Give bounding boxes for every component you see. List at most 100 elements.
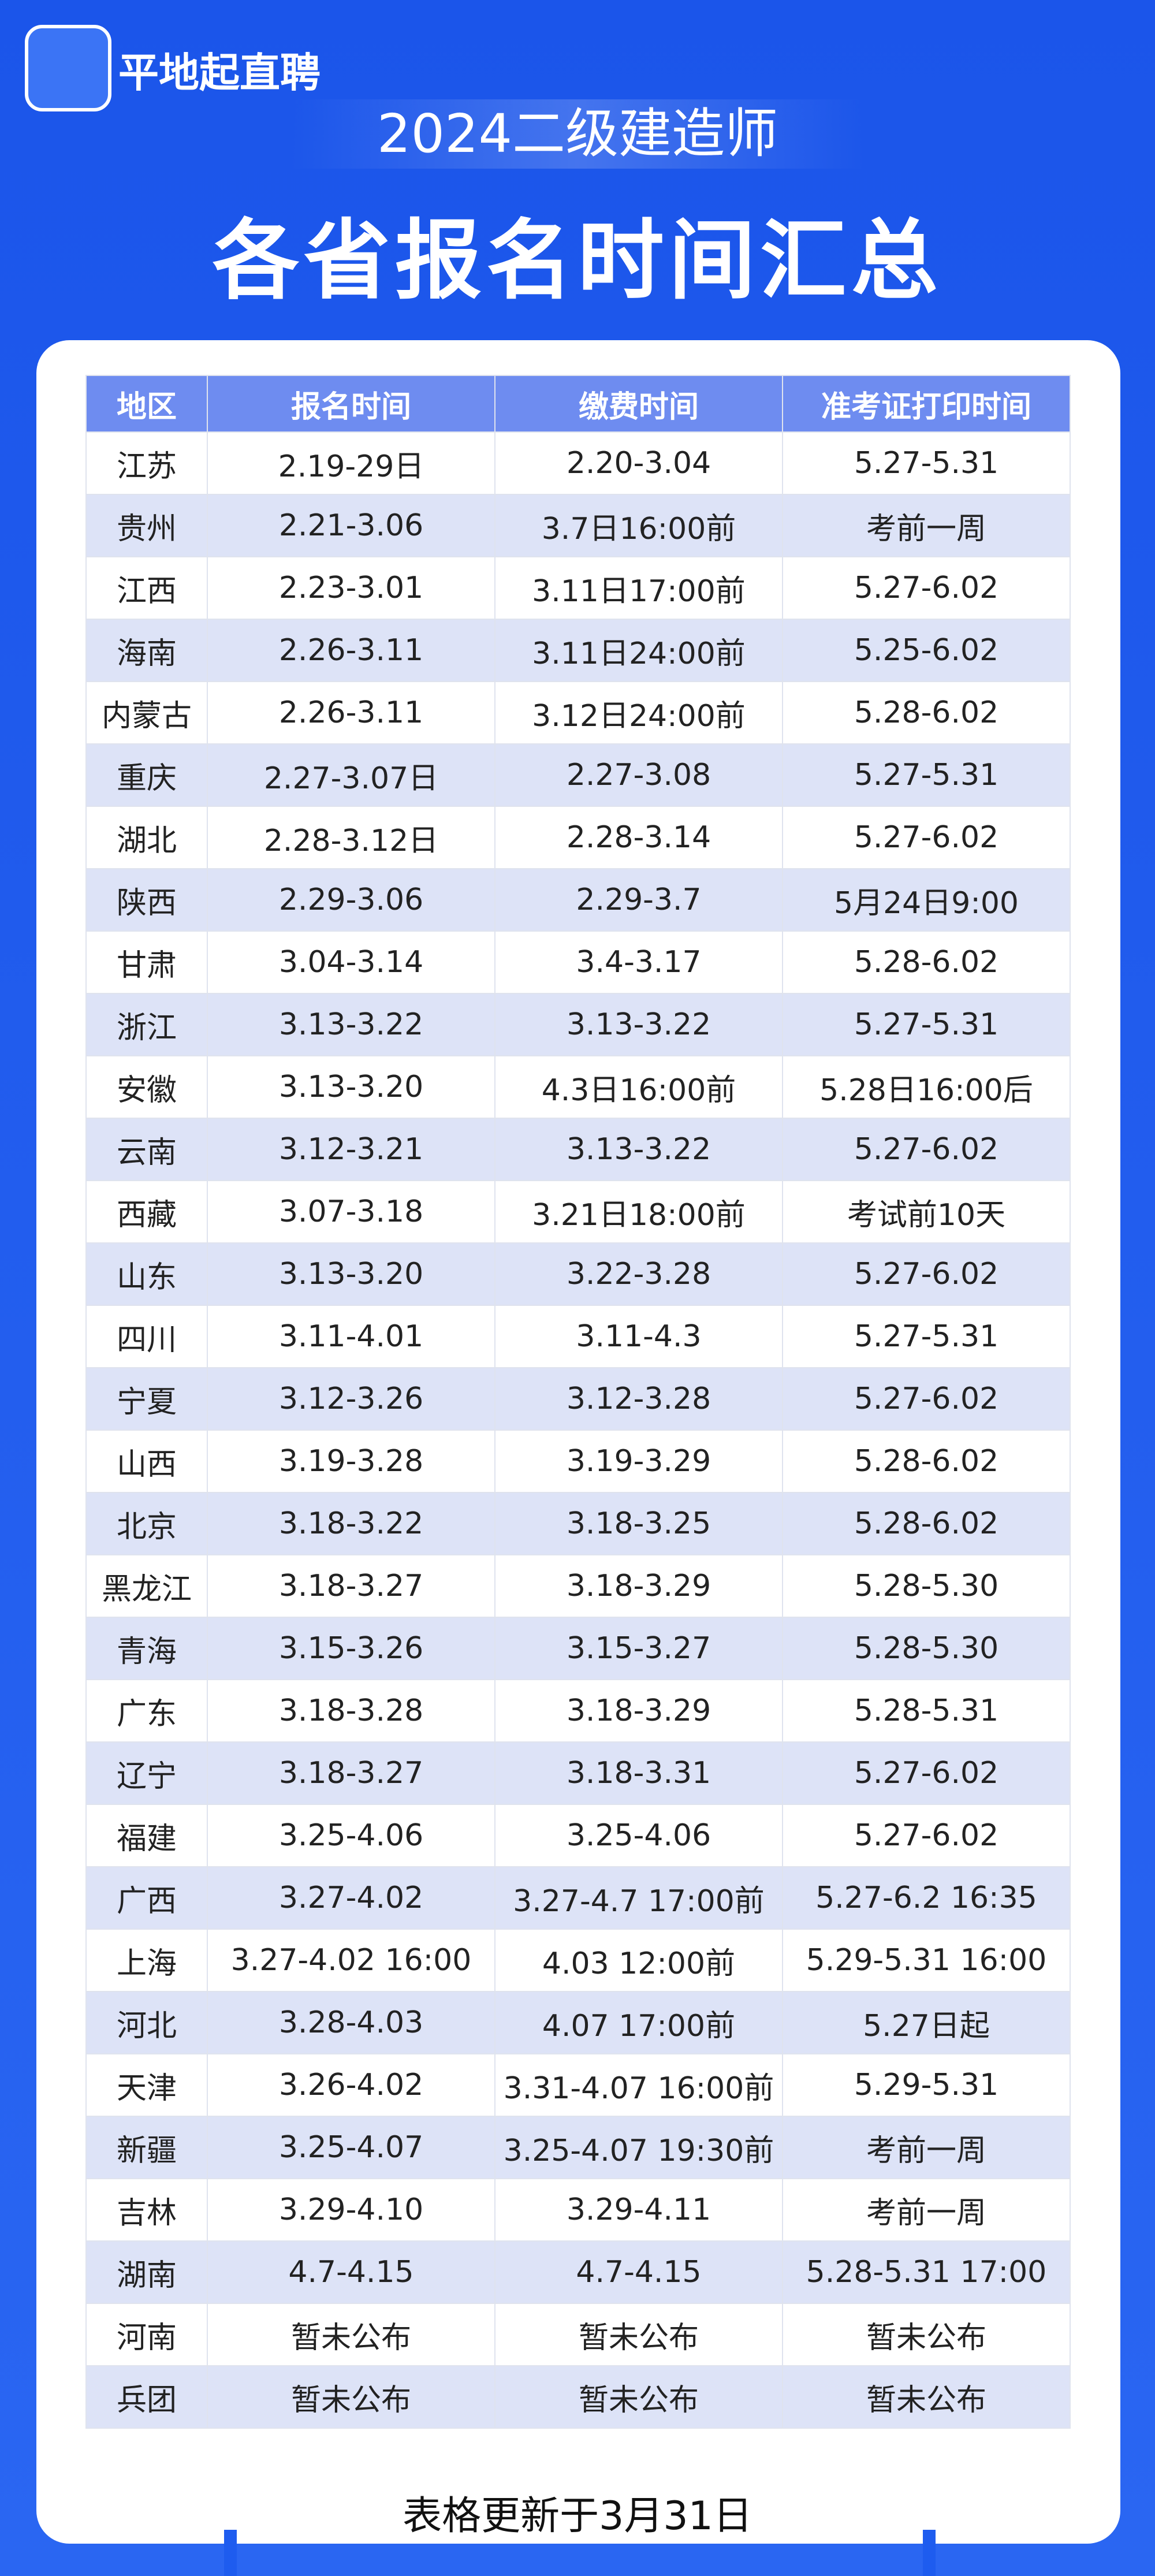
table-cell: 3.4-3.17 bbox=[494, 930, 783, 994]
table-cell: 3.18-3.29 bbox=[494, 1554, 783, 1618]
table-cell: 5.27-6.2 16:35 bbox=[782, 1866, 1071, 1930]
table-row: 四川 3.11-4.01 3.11-4.3 5.27-5.31 bbox=[85, 1305, 1071, 1368]
table-cell: 3.04-3.14 bbox=[207, 930, 495, 994]
table-cell: 5.27-6.02 bbox=[782, 806, 1071, 869]
table-cell: 5.28-5.30 bbox=[782, 1554, 1071, 1618]
logo-text: 平地起直聘 bbox=[118, 49, 321, 96]
table-row: 云南 3.12-3.21 3.13-3.22 5.27-6.02 bbox=[85, 1118, 1071, 1181]
table-row: 福建 3.25-4.06 3.25-4.06 5.27-6.02 bbox=[85, 1804, 1071, 1867]
table-cell: 5.27-6.02 bbox=[782, 1242, 1071, 1306]
table-row: 黑龙江 3.18-3.27 3.18-3.29 5.28-5.30 bbox=[85, 1554, 1071, 1618]
table-cell: 2.29-3.7 bbox=[494, 868, 783, 932]
table-row: 内蒙古 2.26-3.11 3.12日24:00前 5.28-6.02 bbox=[85, 681, 1071, 744]
table-cell: 安徽 bbox=[85, 1055, 208, 1119]
table-row: 上海 3.27-4.02 16:00 4.03 12:00前 5.29-5.31 16… bbox=[85, 1929, 1071, 1992]
table-cell: 3.27-4.02 16:00 bbox=[207, 1929, 495, 1992]
table-row: 青海 3.15-3.26 3.15-3.27 5.28-5.30 bbox=[85, 1617, 1071, 1680]
table-cell: 3.13-3.22 bbox=[494, 1118, 783, 1181]
table-cell: 3.18-3.28 bbox=[207, 1679, 495, 1743]
table-cell: 4.7-4.15 bbox=[207, 2240, 495, 2304]
table-cell: 河南 bbox=[85, 2303, 208, 2366]
table-cell: 3.29-4.10 bbox=[207, 2178, 495, 2242]
table-cell: 浙江 bbox=[85, 993, 208, 1056]
table-row: 广东 3.18-3.28 3.18-3.29 5.28-5.31 bbox=[85, 1679, 1071, 1743]
table-cell: 3.25-4.06 bbox=[207, 1804, 495, 1867]
table-cell: 3.31-4.07 16:00前 bbox=[494, 2053, 783, 2117]
table-cell: 云南 bbox=[85, 1118, 208, 1181]
table-cell: 考试前10天 bbox=[782, 1180, 1071, 1244]
table-row: 湖南 4.7-4.15 4.7-4.15 5.28-5.31 17:00 bbox=[85, 2240, 1071, 2304]
table-cell: 3.27-4.02 bbox=[207, 1866, 495, 1930]
table-cell: 3.15-3.26 bbox=[207, 1617, 495, 1680]
table-cell: 上海 bbox=[85, 1929, 208, 1992]
table-row: 安徽 3.13-3.20 4.3日16:00前 5.28日16:00后 bbox=[85, 1055, 1071, 1119]
subtitle: 2024二级建造师 bbox=[289, 99, 866, 169]
table-cell: 3.13-3.22 bbox=[494, 993, 783, 1056]
table-row: 辽宁 3.18-3.27 3.18-3.31 5.27-6.02 bbox=[85, 1741, 1071, 1805]
table-cell: 5月24日9:00 bbox=[782, 868, 1071, 932]
table-cell: 四川 bbox=[85, 1305, 208, 1368]
table-cell: 3.11-4.3 bbox=[494, 1305, 783, 1368]
schedule-table: 地区 报名时间 缴费时间 准考证打印时间 江苏 2.19-29日 2.20-3.04 5.2… bbox=[85, 375, 1071, 2429]
table-cell: 4.3日16:00前 bbox=[494, 1055, 783, 1119]
table-cell: 4.03 12:00前 bbox=[494, 1929, 783, 1992]
column-header: 地区 bbox=[85, 375, 208, 433]
table-cell: 2.20-3.04 bbox=[494, 431, 783, 495]
table-cell: 北京 bbox=[85, 1492, 208, 1555]
footer-note: 表格更新于3月31日 bbox=[403, 2493, 752, 2539]
table-cell: 5.28-6.02 bbox=[782, 930, 1071, 994]
table-cell: 3.25-4.07 19:30前 bbox=[494, 2116, 783, 2179]
table-cell: 4.07 17:00前 bbox=[494, 1991, 783, 2054]
table-cell: 3.19-3.28 bbox=[207, 1430, 495, 1493]
table-cell: 5.27-6.02 bbox=[782, 1367, 1071, 1431]
table-cell: 5.27-6.02 bbox=[782, 1118, 1071, 1181]
table-cell: 3.27-4.7 17:00前 bbox=[494, 1866, 783, 1930]
table-row: 江苏 2.19-29日 2.20-3.04 5.27-5.31 bbox=[85, 431, 1071, 495]
table-cell: 河北 bbox=[85, 1991, 208, 2054]
table-cell: 5.28-6.02 bbox=[782, 1492, 1071, 1555]
table-cell: 暂未公布 bbox=[207, 2303, 495, 2366]
table-cell: 2.27-3.08 bbox=[494, 743, 783, 807]
table-cell: 暂未公布 bbox=[782, 2365, 1071, 2429]
table-cell: 2.28-3.14 bbox=[494, 806, 783, 869]
table-row: 浙江 3.13-3.22 3.13-3.22 5.27-5.31 bbox=[85, 993, 1071, 1056]
table-cell: 5.28-6.02 bbox=[782, 1430, 1071, 1493]
table-cell: 3.07-3.18 bbox=[207, 1180, 495, 1244]
table-cell: 暂未公布 bbox=[494, 2303, 783, 2366]
table-cell: 5.25-6.02 bbox=[782, 619, 1071, 682]
table-cell: 江西 bbox=[85, 556, 208, 620]
table-cell: 5.27-5.31 bbox=[782, 1305, 1071, 1368]
table-cell: 宁夏 bbox=[85, 1367, 208, 1431]
table-row: 山西 3.19-3.28 3.19-3.29 5.28-6.02 bbox=[85, 1430, 1071, 1493]
table-cell: 3.13-3.22 bbox=[207, 993, 495, 1056]
table-cell: 2.19-29日 bbox=[207, 431, 495, 495]
table-cell: 广西 bbox=[85, 1866, 208, 1930]
table-row: 甘肃 3.04-3.14 3.4-3.17 5.28-6.02 bbox=[85, 930, 1071, 994]
table-row: 广西 3.27-4.02 3.27-4.7 17:00前 5.27-6.2 16:35 bbox=[85, 1866, 1071, 1930]
table-row: 海南 2.26-3.11 3.11日24:00前 5.25-6.02 bbox=[85, 619, 1071, 682]
table-cell: 内蒙古 bbox=[85, 681, 208, 744]
table-row: 北京 3.18-3.22 3.18-3.25 5.28-6.02 bbox=[85, 1492, 1071, 1555]
table-cell: 福建 bbox=[85, 1804, 208, 1867]
table-cell: 贵州 bbox=[85, 494, 208, 557]
column-header: 缴费时间 bbox=[494, 375, 783, 433]
table-body: 江苏 2.19-29日 2.20-3.04 5.27-5.31 贵州 2.21-3.06 3… bbox=[85, 431, 1071, 2429]
table-cell: 3.11日17:00前 bbox=[494, 556, 783, 620]
table-cell: 3.22-3.28 bbox=[494, 1242, 783, 1306]
table-cell: 3.11-4.01 bbox=[207, 1305, 495, 1368]
table-cell: 暂未公布 bbox=[782, 2303, 1071, 2366]
table-cell: 江苏 bbox=[85, 431, 208, 495]
logo-icon bbox=[25, 25, 111, 111]
table-cell: 3.18-3.27 bbox=[207, 1554, 495, 1618]
table-cell: 黑龙江 bbox=[85, 1554, 208, 1618]
table-cell: 5.27-6.02 bbox=[782, 556, 1071, 620]
table-cell: 3.11日24:00前 bbox=[494, 619, 783, 682]
table-cell: 辽宁 bbox=[85, 1741, 208, 1805]
table-row: 湖北 2.28-3.12日 2.28-3.14 5.27-6.02 bbox=[85, 806, 1071, 869]
table-cell: 5.27-6.02 bbox=[782, 1741, 1071, 1805]
table-cell: 5.28-6.02 bbox=[782, 681, 1071, 744]
table-row: 重庆 2.27-3.07日 2.27-3.08 5.27-5.31 bbox=[85, 743, 1071, 807]
table-cell: 5.27-5.31 bbox=[782, 993, 1071, 1056]
table-cell: 2.29-3.06 bbox=[207, 868, 495, 932]
